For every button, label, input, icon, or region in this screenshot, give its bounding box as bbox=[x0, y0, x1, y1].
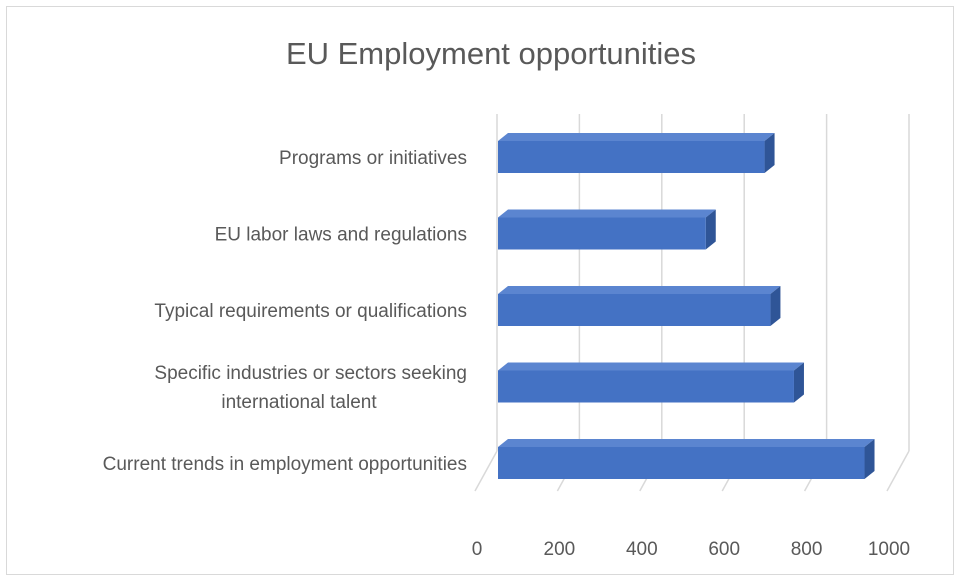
chart-title: EU Employment opportunities bbox=[286, 36, 696, 71]
bar-side-face bbox=[764, 133, 775, 173]
bar-top-face bbox=[498, 362, 804, 371]
x-tick-label: 0 bbox=[472, 539, 483, 560]
bar-side-face bbox=[705, 209, 716, 250]
bar-layer bbox=[498, 133, 875, 479]
category-labels: Current trends in employment opportuniti… bbox=[103, 148, 467, 475]
bar-side-face bbox=[793, 362, 804, 403]
category-label: EU labor laws and regulations bbox=[215, 225, 467, 246]
bar-side-face bbox=[770, 286, 781, 326]
bar-top-face bbox=[498, 133, 775, 141]
bar-front-face bbox=[498, 370, 794, 403]
bar-front-face bbox=[498, 141, 765, 173]
bar-top-face bbox=[498, 439, 875, 447]
x-tick-label: 800 bbox=[791, 539, 823, 560]
bar-top-face bbox=[498, 286, 781, 294]
chart-frame: EU Employment opportunities Current tren… bbox=[6, 6, 954, 575]
bar bbox=[498, 439, 875, 479]
bar bbox=[498, 286, 781, 326]
bar bbox=[498, 362, 804, 403]
x-tick-label: 400 bbox=[626, 539, 658, 560]
bar-chart: EU Employment opportunities Current tren… bbox=[103, 36, 911, 560]
x-tick-label: 1000 bbox=[868, 539, 910, 560]
floor-gridline bbox=[886, 450, 910, 492]
bar-front-face bbox=[498, 294, 771, 326]
category-label: Programs or initiatives bbox=[279, 148, 467, 169]
bar-side-face bbox=[864, 439, 875, 479]
bar-top-face bbox=[498, 209, 716, 218]
bar bbox=[498, 133, 775, 173]
category-label: Typical requirements or qualifications bbox=[154, 301, 467, 322]
bar bbox=[498, 209, 716, 250]
category-label: Specific industries or sectors seeking bbox=[154, 363, 467, 384]
category-label: Current trends in employment opportuniti… bbox=[103, 454, 467, 475]
x-tick-label: 200 bbox=[544, 539, 576, 560]
bar-front-face bbox=[498, 447, 865, 479]
x-tick-label: 600 bbox=[708, 539, 740, 560]
floor-gridline bbox=[474, 450, 498, 492]
category-label: international talent bbox=[221, 392, 377, 413]
tick-labels: 0 200 400 600 800 1000 bbox=[472, 539, 910, 560]
bar-front-face bbox=[498, 217, 706, 250]
